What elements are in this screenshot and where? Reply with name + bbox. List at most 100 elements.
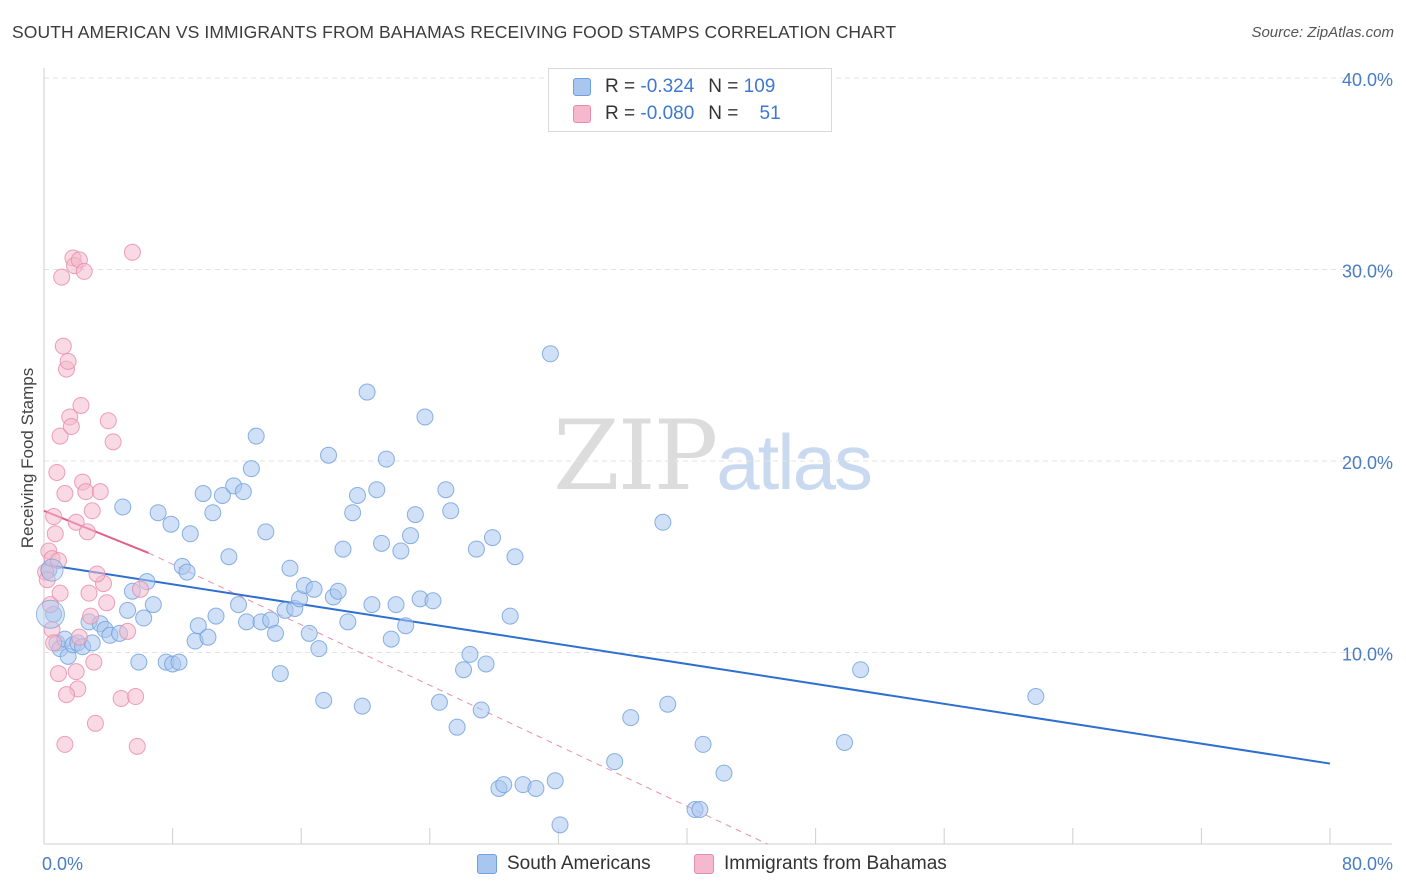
y-tick-label: 20.0% — [1342, 453, 1393, 473]
legend-r-value: -0.080 — [640, 103, 695, 124]
point-south-american — [213, 486, 231, 504]
point-bahamas — [49, 665, 67, 683]
point-south-american — [541, 345, 559, 363]
point-south-american — [339, 613, 357, 631]
point-bahamas — [67, 513, 85, 531]
point-bahamas — [83, 502, 101, 520]
point-bahamas — [72, 396, 90, 414]
point-south-american — [551, 816, 569, 834]
point-south-american — [477, 655, 495, 673]
point-south-american — [257, 523, 275, 541]
point-south-american — [483, 529, 501, 547]
point-south-american — [377, 450, 395, 468]
point-south-american — [836, 734, 854, 752]
legend-n-label: N = — [708, 103, 739, 124]
point-south-american — [238, 613, 256, 631]
point-bahamas — [91, 483, 109, 501]
point-bahamas — [59, 352, 77, 370]
legend-swatch-blue — [573, 78, 591, 96]
point-south-american — [455, 661, 473, 679]
point-bahamas — [48, 463, 66, 481]
point-south-american — [387, 596, 405, 614]
point-south-american — [461, 645, 479, 663]
point-bahamas — [99, 412, 117, 430]
point-south-american — [715, 764, 733, 782]
point-south-american — [501, 607, 519, 625]
point-south-american — [247, 427, 265, 445]
point-south-american — [242, 460, 260, 478]
point-south-american — [382, 630, 400, 648]
source-label: Source: ZipAtlas.com — [1251, 24, 1394, 41]
y-tick-label: 10.0% — [1342, 645, 1393, 665]
trend-line-bahamas-extended — [148, 552, 768, 845]
x-tick-label: 80.0% — [1342, 854, 1393, 874]
point-south-american — [114, 498, 132, 516]
point-south-american — [402, 527, 420, 545]
point-bahamas — [123, 243, 141, 261]
point-south-american — [266, 624, 284, 642]
trend-lines — [43, 509, 1331, 845]
point-south-american — [622, 709, 640, 727]
point-south-american — [392, 542, 410, 560]
point-south-american — [315, 691, 333, 709]
point-south-american — [220, 548, 238, 566]
point-bahamas — [80, 584, 98, 602]
legend-row-bahamas: R = -0.080 N = 51 — [573, 102, 781, 126]
point-bahamas — [131, 580, 149, 598]
bottom-legend-bahamas[interactable]: Immigrants from Bahamas — [694, 852, 947, 876]
point-south-american — [527, 779, 545, 797]
point-south-american — [606, 753, 624, 771]
point-bahamas — [128, 737, 146, 755]
point-south-american — [344, 504, 362, 522]
point-south-american — [230, 596, 248, 614]
point-south-american — [852, 661, 870, 679]
bottom-legend-label: Immigrants from Bahamas — [724, 853, 947, 874]
point-south-american — [1027, 688, 1045, 706]
point-bahamas — [67, 663, 85, 681]
legend-swatch-pink — [573, 105, 591, 123]
point-south-american — [495, 776, 513, 794]
point-south-american — [178, 563, 196, 581]
point-bahamas — [53, 268, 71, 286]
point-bahamas — [58, 686, 76, 704]
point-south-american — [472, 701, 490, 719]
point-south-american — [310, 640, 328, 658]
grid-lines — [44, 77, 1392, 653]
point-south-american — [334, 540, 352, 558]
point-south-american — [162, 515, 180, 533]
point-south-american — [144, 596, 162, 614]
point-south-american — [442, 502, 460, 520]
point-bahamas — [88, 565, 106, 583]
point-south-american — [353, 697, 371, 715]
watermark: ZIPatlas — [553, 400, 873, 512]
point-bahamas — [77, 483, 95, 501]
legend-r-label: R = — [605, 103, 636, 124]
legend-row-south-americans: R = -0.324 N = 109 — [573, 75, 775, 99]
point-bahamas — [45, 508, 63, 526]
point-bahamas — [56, 735, 74, 753]
point-south-american — [654, 513, 672, 531]
point-bahamas — [51, 584, 69, 602]
point-south-american — [659, 695, 677, 713]
point-south-american — [358, 383, 376, 401]
bottom-legend-south-americans[interactable]: South Americans — [477, 852, 651, 876]
y-tick-label: 30.0% — [1342, 262, 1393, 282]
point-south-american — [199, 628, 217, 646]
axes — [43, 68, 1392, 845]
chart-title: SOUTH AMERICAN VS IMMIGRANTS FROM BAHAMA… — [12, 22, 897, 42]
legend-r-value: -0.324 — [640, 76, 695, 97]
point-bahamas — [49, 552, 67, 570]
point-south-american — [694, 735, 712, 753]
point-bahamas — [86, 714, 104, 732]
point-south-american — [194, 485, 212, 503]
point-bahamas — [127, 688, 145, 706]
legend-r-label: R = — [605, 76, 636, 97]
watermark-zip: ZIP — [553, 400, 718, 512]
point-south-american — [430, 693, 448, 711]
point-south-american — [329, 582, 347, 600]
point-south-american — [149, 504, 167, 522]
watermark-atlas: atlas — [716, 418, 873, 506]
point-south-american — [368, 481, 386, 499]
point-south-american — [271, 665, 289, 683]
